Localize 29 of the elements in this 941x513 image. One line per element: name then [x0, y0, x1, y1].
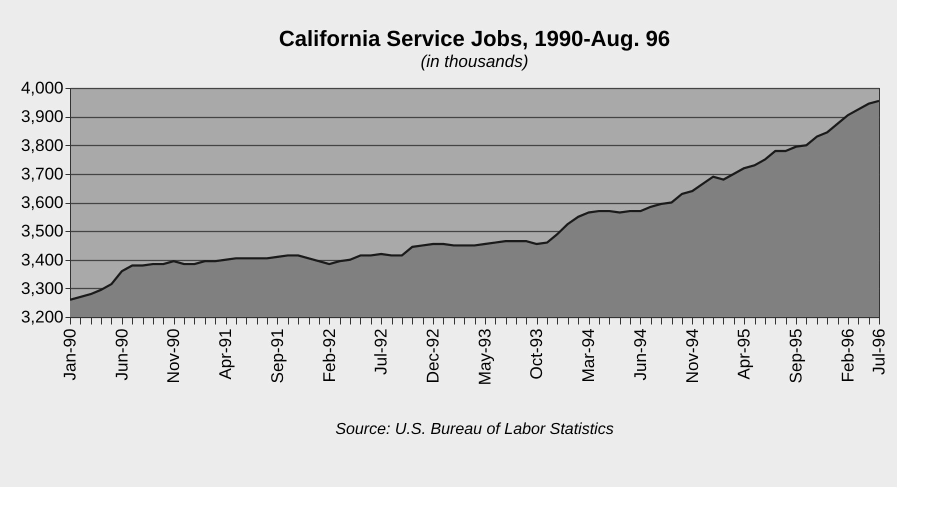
x-tick-label: Jun-90 — [112, 328, 132, 380]
y-tick-label: 3,600 — [20, 193, 64, 212]
chart-title: California Service Jobs, 1990-Aug. 96 — [278, 26, 670, 51]
x-tick-label: Jul-96 — [870, 328, 888, 375]
x-tick-label: Feb-92 — [320, 328, 339, 382]
y-tick-label: 3,300 — [20, 278, 64, 298]
chart-subtitle: (in thousands) — [420, 52, 528, 71]
x-tick-label: Jan-90 — [60, 328, 80, 380]
x-tick-label: Oct-93 — [527, 328, 546, 380]
x-tick-label: Nov-94 — [682, 328, 702, 384]
y-tick-label: 3,200 — [20, 308, 64, 326]
source-note: Source: U.S. Bureau of Labor Statistics — [335, 421, 614, 438]
x-tick-label: Dec-92 — [424, 328, 443, 384]
x-tick-label: Jun-94 — [630, 328, 650, 380]
x-tick-label: Sep-91 — [268, 328, 287, 384]
x-tick-label: Nov-90 — [164, 328, 184, 384]
x-tick-label: Sep-95 — [786, 328, 806, 384]
x-tick-label: Apr-95 — [734, 328, 754, 380]
y-tick-label: 3,500 — [20, 222, 64, 241]
y-tick-label: 4,000 — [20, 78, 64, 98]
y-tick-label: 3,400 — [20, 250, 64, 270]
y-tick-label: 3,700 — [20, 164, 64, 184]
y-tick-label: 3,900 — [20, 107, 64, 126]
x-tick-label: May-93 — [475, 328, 494, 386]
y-tick-label: 3,800 — [20, 136, 64, 155]
x-tick-label: Apr-91 — [216, 328, 236, 380]
x-tick-label: Mar-94 — [579, 328, 598, 382]
x-tick-label: Feb-96 — [838, 328, 858, 382]
x-tick-label: Jul-92 — [372, 328, 391, 375]
